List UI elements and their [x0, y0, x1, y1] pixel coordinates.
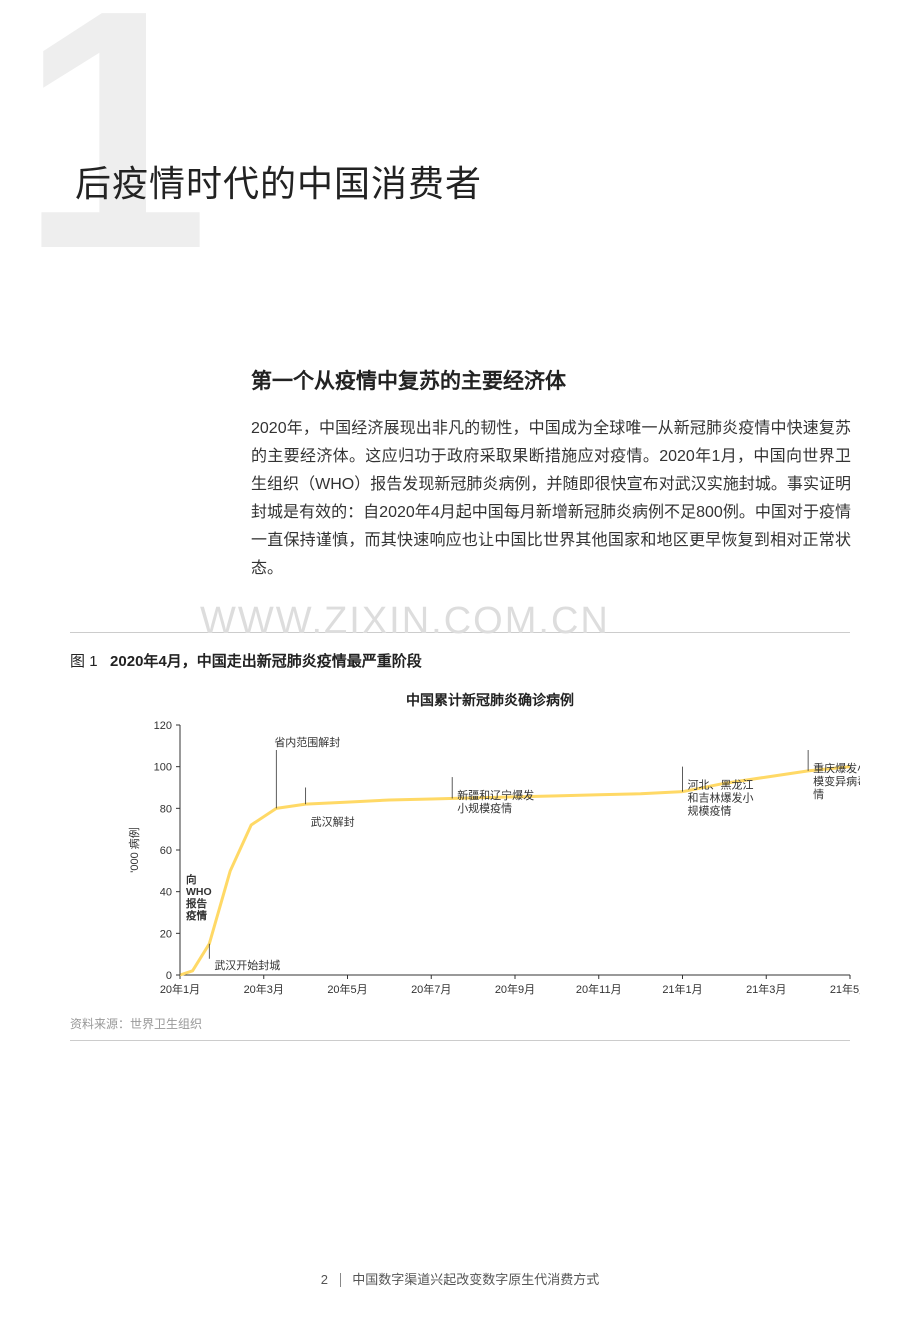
svg-text:新疆和辽宁爆发: 新疆和辽宁爆发 — [457, 788, 534, 802]
svg-text:武汉开始封城: 武汉开始封城 — [214, 958, 280, 972]
chapter-number: 1 — [20, 0, 209, 300]
svg-text:情: 情 — [813, 788, 824, 801]
figure-caption: 图 1 2020年4月，中国走出新冠肺炎疫情最严重阶段 — [70, 650, 422, 671]
footer-doc-title: 中国数字渠道兴起改变数字原生代消费方式 — [352, 1272, 599, 1287]
svg-text:武汉解封: 武汉解封 — [311, 815, 355, 829]
svg-text:20年9月: 20年9月 — [495, 982, 535, 996]
svg-text:20年3月: 20年3月 — [244, 982, 284, 996]
chart-container: 中国累计新冠肺炎确诊病例 0 20 40 60 80 100 120 20年1月 20年3月 20… — [120, 690, 860, 1010]
figure-number: 1 — [89, 653, 97, 670]
page-footer: 2 中国数字渠道兴起改变数字原生代消费方式 — [0, 1269, 920, 1289]
svg-text:河北、黑龙江: 河北、黑龙江 — [688, 779, 754, 792]
footer-separator — [340, 1273, 341, 1287]
svg-text:20: 20 — [160, 928, 172, 940]
page-number: 2 — [321, 1272, 328, 1287]
page-title: 后疫情时代的中国消费者 — [75, 155, 482, 207]
svg-text:40: 40 — [160, 887, 172, 899]
divider-bottom — [70, 1040, 850, 1041]
body-paragraph: 2020年，中国经济展现出非凡的韧性，中国成为全球唯一从新冠肺炎疫情中快速复苏的… — [251, 415, 851, 583]
svg-text:0: 0 — [166, 970, 172, 982]
svg-text:小规模疫情: 小规模疫情 — [457, 801, 512, 815]
svg-text:20年11月: 20年11月 — [576, 982, 622, 996]
svg-text:21年5月: 21年5月 — [830, 982, 860, 996]
svg-text:模变异病毒疫: 模变异病毒疫 — [813, 774, 860, 788]
svg-text:20年7月: 20年7月 — [411, 982, 451, 996]
chart-title: 中国累计新冠肺炎确诊病例 — [120, 690, 860, 710]
svg-text:'000 病例: '000 病例 — [127, 827, 141, 873]
svg-text:100: 100 — [154, 762, 172, 774]
svg-text:重庆爆发小规: 重庆爆发小规 — [813, 761, 860, 775]
figure-title: 2020年4月，中国走出新冠肺炎疫情最严重阶段 — [110, 653, 422, 670]
line-chart: 0 20 40 60 80 100 120 20年1月 20年3月 20年5月 20年7月 20年9月… — [120, 715, 860, 1010]
svg-text:21年3月: 21年3月 — [746, 982, 786, 996]
svg-text:60: 60 — [160, 845, 172, 857]
divider-top — [70, 632, 850, 633]
figure-label: 图 — [70, 653, 85, 670]
svg-text:疫情: 疫情 — [186, 909, 207, 922]
svg-text:和吉林爆发小: 和吉林爆发小 — [688, 791, 754, 805]
svg-text:向: 向 — [186, 873, 197, 886]
svg-text:WHO: WHO — [186, 886, 212, 898]
svg-text:报告: 报告 — [186, 897, 207, 910]
watermark: WWW.ZIXIN.COM.CN — [200, 600, 610, 643]
svg-text:省内范围解封: 省内范围解封 — [274, 735, 340, 749]
source-note: 资料来源：世界卫生组织 — [70, 1015, 202, 1032]
svg-text:120: 120 — [154, 720, 172, 732]
svg-text:规模疫情: 规模疫情 — [688, 804, 732, 818]
svg-text:21年1月: 21年1月 — [662, 982, 702, 996]
section-heading: 第一个从疫情中复苏的主要经济体 — [251, 365, 566, 395]
svg-text:80: 80 — [160, 803, 172, 815]
svg-text:20年1月: 20年1月 — [160, 982, 200, 996]
svg-text:20年5月: 20年5月 — [327, 982, 367, 996]
